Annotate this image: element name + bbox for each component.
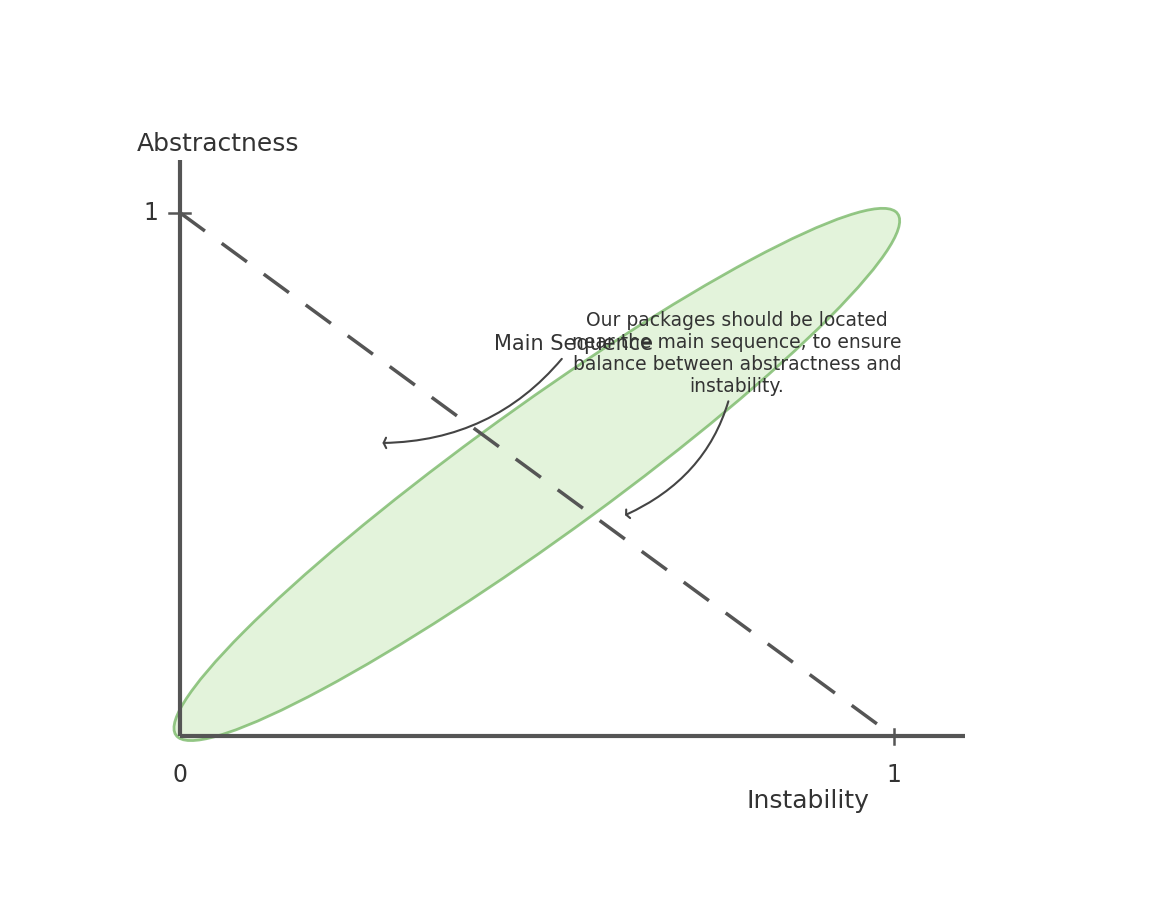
Text: 1: 1 <box>887 762 901 787</box>
Text: Our packages should be located
near the main sequence, to ensure
balance between: Our packages should be located near the … <box>573 311 902 518</box>
Text: Main Sequence: Main Sequence <box>384 334 653 448</box>
Ellipse shape <box>174 208 900 741</box>
Text: 1: 1 <box>143 200 158 224</box>
Text: 0: 0 <box>172 762 188 787</box>
Text: Abstractness: Abstractness <box>137 132 300 156</box>
Text: Instability: Instability <box>746 788 870 813</box>
